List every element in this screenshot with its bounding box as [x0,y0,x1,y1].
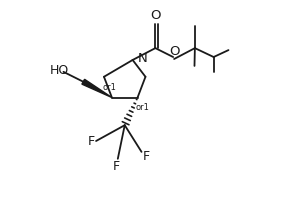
Text: F: F [143,150,150,163]
Text: F: F [112,160,119,173]
Text: HO: HO [50,64,69,77]
Text: N: N [137,53,147,65]
Text: or1: or1 [103,83,117,92]
Text: F: F [88,136,95,148]
Text: O: O [169,45,179,58]
Polygon shape [82,79,112,98]
Text: or1: or1 [135,103,150,112]
Text: O: O [150,9,161,22]
